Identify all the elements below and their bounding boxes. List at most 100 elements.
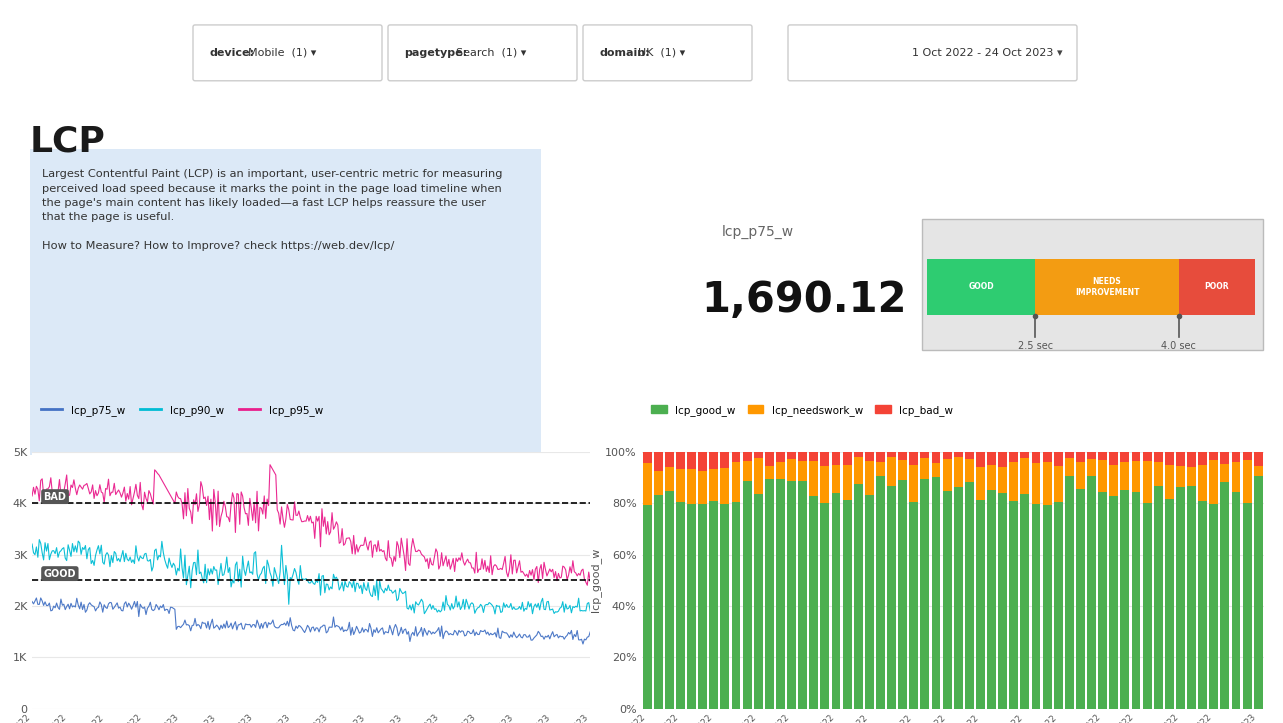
- Bar: [1220, 452, 1229, 464]
- Bar: [720, 452, 729, 469]
- Bar: [1187, 486, 1196, 709]
- FancyBboxPatch shape: [582, 25, 752, 81]
- Bar: [1065, 476, 1074, 709]
- Bar: [853, 452, 862, 457]
- Bar: [709, 501, 718, 709]
- Bar: [928, 260, 1035, 315]
- Bar: [1110, 496, 1119, 709]
- Text: pagetype:: pagetype:: [404, 48, 467, 58]
- Bar: [1165, 499, 1174, 709]
- Bar: [1098, 492, 1107, 709]
- Text: BAD: BAD: [44, 492, 67, 502]
- Bar: [810, 497, 819, 709]
- Bar: [753, 494, 762, 709]
- Bar: [654, 471, 662, 495]
- Bar: [820, 466, 829, 503]
- Bar: [1053, 502, 1062, 709]
- Bar: [810, 461, 819, 497]
- Text: 2.5 sec: 2.5 sec: [1017, 341, 1053, 351]
- Bar: [731, 502, 740, 709]
- Text: Largest Contentful Paint (LCP) is an important, user-centric metric for measurin: Largest Contentful Paint (LCP) is an imp…: [42, 169, 503, 251]
- Bar: [865, 452, 874, 461]
- Bar: [1177, 466, 1185, 487]
- Bar: [853, 457, 862, 484]
- Text: ▾: ▾: [1057, 48, 1062, 58]
- Bar: [1020, 495, 1029, 709]
- Bar: [776, 452, 785, 461]
- Bar: [698, 504, 707, 709]
- Bar: [743, 461, 752, 481]
- Legend: lcp_p75_w, lcp_p90_w, lcp_p95_w: lcp_p75_w, lcp_p90_w, lcp_p95_w: [37, 401, 327, 420]
- Bar: [1210, 452, 1218, 461]
- Bar: [720, 469, 729, 504]
- Text: device:: device:: [209, 48, 254, 58]
- Bar: [1120, 490, 1129, 709]
- Bar: [887, 486, 896, 709]
- Bar: [1053, 452, 1062, 466]
- Bar: [1179, 260, 1255, 315]
- Bar: [865, 495, 874, 709]
- Bar: [843, 452, 852, 465]
- Bar: [798, 461, 807, 482]
- Bar: [1020, 458, 1029, 495]
- Bar: [898, 481, 907, 709]
- Text: Search  (1) ▾: Search (1) ▾: [455, 48, 526, 58]
- Bar: [798, 452, 807, 461]
- Bar: [1035, 260, 1179, 315]
- Bar: [753, 458, 762, 494]
- Bar: [1032, 504, 1041, 709]
- Text: 1,690.12: 1,690.12: [702, 278, 907, 320]
- Bar: [765, 479, 774, 709]
- Bar: [1153, 462, 1162, 486]
- Bar: [776, 461, 785, 479]
- Text: NEEDS
IMPROVEMENT: NEEDS IMPROVEMENT: [1075, 278, 1139, 296]
- Bar: [1187, 467, 1196, 486]
- Legend: lcp_good_w, lcp_needswork_w, lcp_bad_w: lcp_good_w, lcp_needswork_w, lcp_bad_w: [647, 401, 957, 420]
- Bar: [1032, 463, 1041, 504]
- Bar: [665, 491, 674, 709]
- Bar: [753, 452, 762, 458]
- Bar: [654, 452, 662, 471]
- Bar: [1253, 452, 1262, 466]
- Bar: [920, 458, 929, 479]
- Bar: [1110, 452, 1119, 465]
- Bar: [943, 491, 952, 709]
- Bar: [943, 459, 952, 491]
- Bar: [1220, 482, 1229, 709]
- Bar: [931, 452, 940, 463]
- Bar: [1132, 452, 1141, 461]
- Bar: [876, 476, 885, 709]
- Text: domain:: domain:: [599, 48, 649, 58]
- Bar: [1087, 458, 1096, 476]
- Bar: [1032, 452, 1041, 463]
- Bar: [665, 452, 674, 467]
- Bar: [765, 452, 774, 466]
- Bar: [953, 487, 962, 709]
- Bar: [1153, 452, 1162, 462]
- Bar: [654, 495, 662, 709]
- Bar: [943, 452, 952, 459]
- Bar: [865, 461, 874, 495]
- Bar: [831, 493, 840, 709]
- Bar: [1187, 452, 1196, 467]
- Bar: [798, 482, 807, 709]
- Bar: [1076, 462, 1085, 489]
- Text: 4.0 sec: 4.0 sec: [1161, 341, 1196, 351]
- Bar: [1065, 458, 1074, 476]
- Bar: [709, 469, 718, 501]
- Bar: [810, 452, 819, 461]
- Bar: [786, 481, 795, 709]
- Bar: [965, 482, 974, 709]
- Bar: [931, 463, 940, 477]
- Bar: [820, 452, 829, 466]
- Bar: [843, 465, 852, 500]
- FancyBboxPatch shape: [788, 25, 1076, 81]
- Bar: [1076, 489, 1085, 709]
- Bar: [976, 452, 985, 467]
- Bar: [1232, 452, 1241, 461]
- Bar: [1087, 476, 1096, 709]
- Bar: [1210, 504, 1218, 709]
- Bar: [1087, 452, 1096, 458]
- Bar: [1143, 502, 1152, 709]
- Bar: [1243, 460, 1251, 503]
